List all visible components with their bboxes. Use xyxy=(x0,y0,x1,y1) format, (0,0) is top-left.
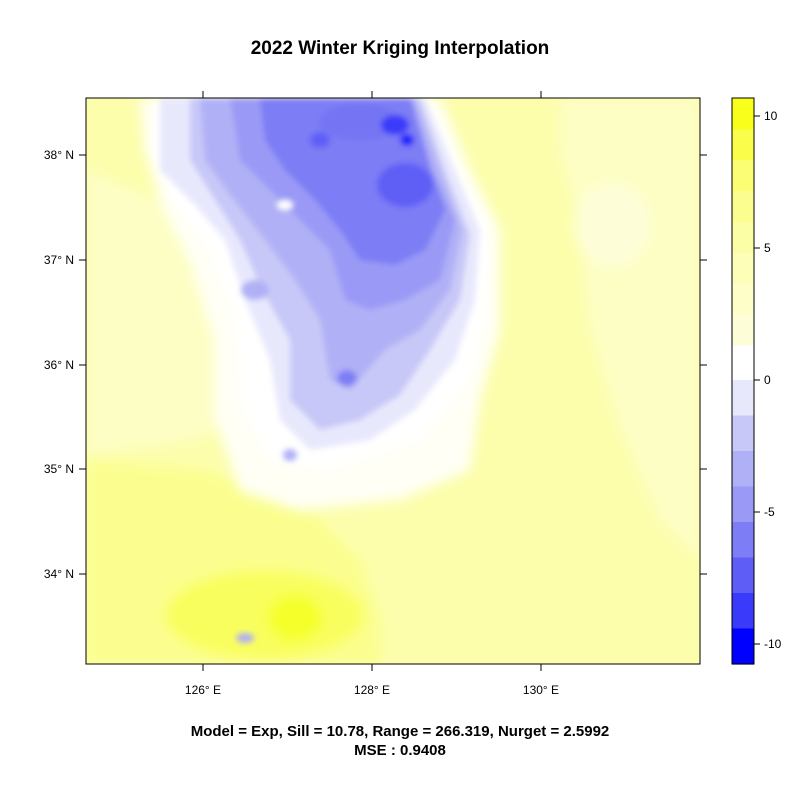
colorbar-band xyxy=(732,221,754,253)
colorbar-band xyxy=(732,451,754,488)
colorbar-band xyxy=(732,128,754,161)
model-parameters: Model = Exp, Sill = 10.78, Range = 266.3… xyxy=(190,723,610,740)
colorbar-band xyxy=(732,522,754,559)
colorbar-band xyxy=(732,314,754,346)
colorbar: 10 5 0 -5 -10 xyxy=(731,97,782,665)
colorbar-band xyxy=(732,628,754,665)
colorbar-tick-label: 10 xyxy=(764,109,778,123)
x-tick-label: 128° E xyxy=(354,683,390,697)
mse-value: MSE : 0.9408 xyxy=(354,742,446,759)
colorbar-band xyxy=(732,98,754,130)
y-tick-label: 35° N xyxy=(44,462,74,476)
interpolation-surface xyxy=(86,98,700,664)
colorbar-band xyxy=(732,557,754,594)
colorbar-band xyxy=(732,415,754,452)
colorbar-band xyxy=(732,159,754,192)
colorbar-band xyxy=(732,283,754,315)
colorbar-tick-label: 5 xyxy=(764,241,771,255)
y-tick-label: 36° N xyxy=(44,358,74,372)
x-tick-label: 126° E xyxy=(185,683,221,697)
y-axis-ticks xyxy=(79,154,707,575)
colorbar-frame xyxy=(731,97,755,665)
colorbar-tick-label: -10 xyxy=(764,637,782,651)
colorbar-band xyxy=(732,593,754,630)
colorbar-tick-label: 0 xyxy=(764,373,771,387)
colorbar-band xyxy=(732,486,754,523)
colorbar-band xyxy=(732,345,754,380)
y-tick-label: 37° N xyxy=(44,253,74,267)
colorbar-band xyxy=(732,190,754,223)
colorbar-band xyxy=(732,380,754,417)
plot-frame xyxy=(85,97,701,665)
y-tick-label: 34° N xyxy=(44,567,74,581)
x-tick-label: 130° E xyxy=(523,683,559,697)
chart-title: 2022 Winter Kriging Interpolation xyxy=(250,38,550,59)
colorbar-band xyxy=(732,252,754,284)
y-tick-label: 38° N xyxy=(44,148,74,162)
x-axis-ticks xyxy=(202,91,542,671)
colorbar-tick-label: -5 xyxy=(764,505,775,519)
